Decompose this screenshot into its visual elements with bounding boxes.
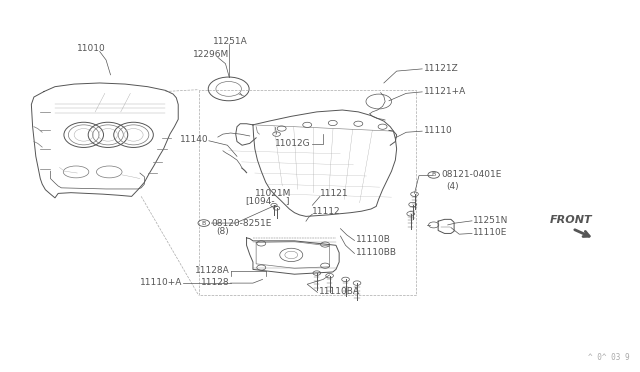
Text: 08121-0401E: 08121-0401E xyxy=(442,170,502,179)
Text: 11110B: 11110B xyxy=(356,235,390,244)
Text: 08120-8251E: 08120-8251E xyxy=(211,219,272,228)
Text: B: B xyxy=(431,172,436,177)
Text: 11110BB: 11110BB xyxy=(356,248,397,257)
Text: (8): (8) xyxy=(216,227,229,236)
Text: 12296M: 12296M xyxy=(193,50,230,59)
Text: ]: ] xyxy=(285,196,289,205)
Text: 11121+A: 11121+A xyxy=(424,87,466,96)
Text: 11121: 11121 xyxy=(320,189,349,198)
Text: 11251A: 11251A xyxy=(213,37,248,46)
Text: ^ 0^ 03 9: ^ 0^ 03 9 xyxy=(588,353,630,362)
Text: 11021M: 11021M xyxy=(255,189,291,198)
Text: 11010: 11010 xyxy=(77,44,106,52)
Text: B: B xyxy=(202,221,206,225)
Text: 11012G: 11012G xyxy=(275,139,311,148)
Text: [1094-: [1094- xyxy=(245,196,275,205)
Text: 11128A: 11128A xyxy=(195,266,229,275)
Text: 11110: 11110 xyxy=(424,126,452,135)
Text: 11110BA: 11110BA xyxy=(319,287,360,296)
Text: 11128: 11128 xyxy=(201,278,229,287)
Text: FRONT: FRONT xyxy=(550,215,593,225)
Text: 11112: 11112 xyxy=(312,207,341,216)
Text: 11251N: 11251N xyxy=(473,216,509,225)
Text: 11110E: 11110E xyxy=(473,228,508,237)
Text: (4): (4) xyxy=(447,182,459,190)
Text: 11110+A: 11110+A xyxy=(140,278,182,287)
Text: 11140: 11140 xyxy=(180,135,208,144)
Text: 11121Z: 11121Z xyxy=(424,64,458,73)
